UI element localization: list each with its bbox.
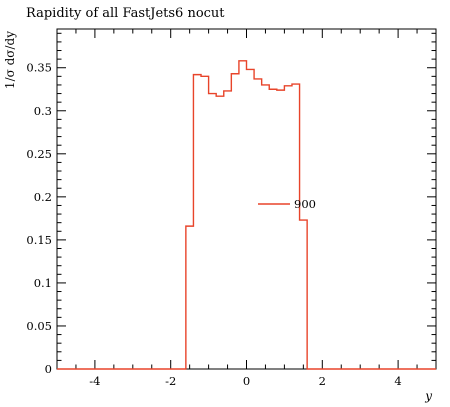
legend: 900 xyxy=(258,197,316,211)
x-tick-label-0: -4 xyxy=(89,374,100,388)
y-axis-tick-labels: 0 0.05 0.1 0.15 0.2 0.25 0.3 0.35 xyxy=(26,61,52,376)
y-axis-ticks xyxy=(57,32,436,370)
y-tick-label-6: 0.3 xyxy=(34,104,52,118)
series-line-900 xyxy=(57,60,436,370)
series-group xyxy=(57,60,436,370)
x-axis-ticks xyxy=(56,29,437,369)
x-tick-label-3: 2 xyxy=(319,374,326,388)
plot-frame xyxy=(56,28,437,370)
y-tick-label-2: 0.1 xyxy=(34,276,52,290)
chart-title: Rapidity of all FastJets6 nocut xyxy=(26,6,225,21)
y-axis-label: 1/σ dσ/dy xyxy=(3,31,17,89)
x-tick-label-1: -2 xyxy=(165,374,176,388)
x-axis-tick-labels: -4 -2 0 2 4 xyxy=(89,374,401,388)
y-tick-label-7: 0.35 xyxy=(26,61,52,75)
y-tick-label-0: 0 xyxy=(45,362,52,376)
x-tick-label-2: 0 xyxy=(243,374,250,388)
legend-label-900: 900 xyxy=(294,197,316,211)
y-tick-label-1: 0.05 xyxy=(26,319,52,333)
x-tick-label-4: 4 xyxy=(394,374,401,388)
y-tick-label-5: 0.25 xyxy=(26,147,52,161)
x-axis-label: y xyxy=(424,389,432,403)
y-tick-label-3: 0.15 xyxy=(26,233,52,247)
y-tick-label-4: 0.2 xyxy=(34,190,52,204)
